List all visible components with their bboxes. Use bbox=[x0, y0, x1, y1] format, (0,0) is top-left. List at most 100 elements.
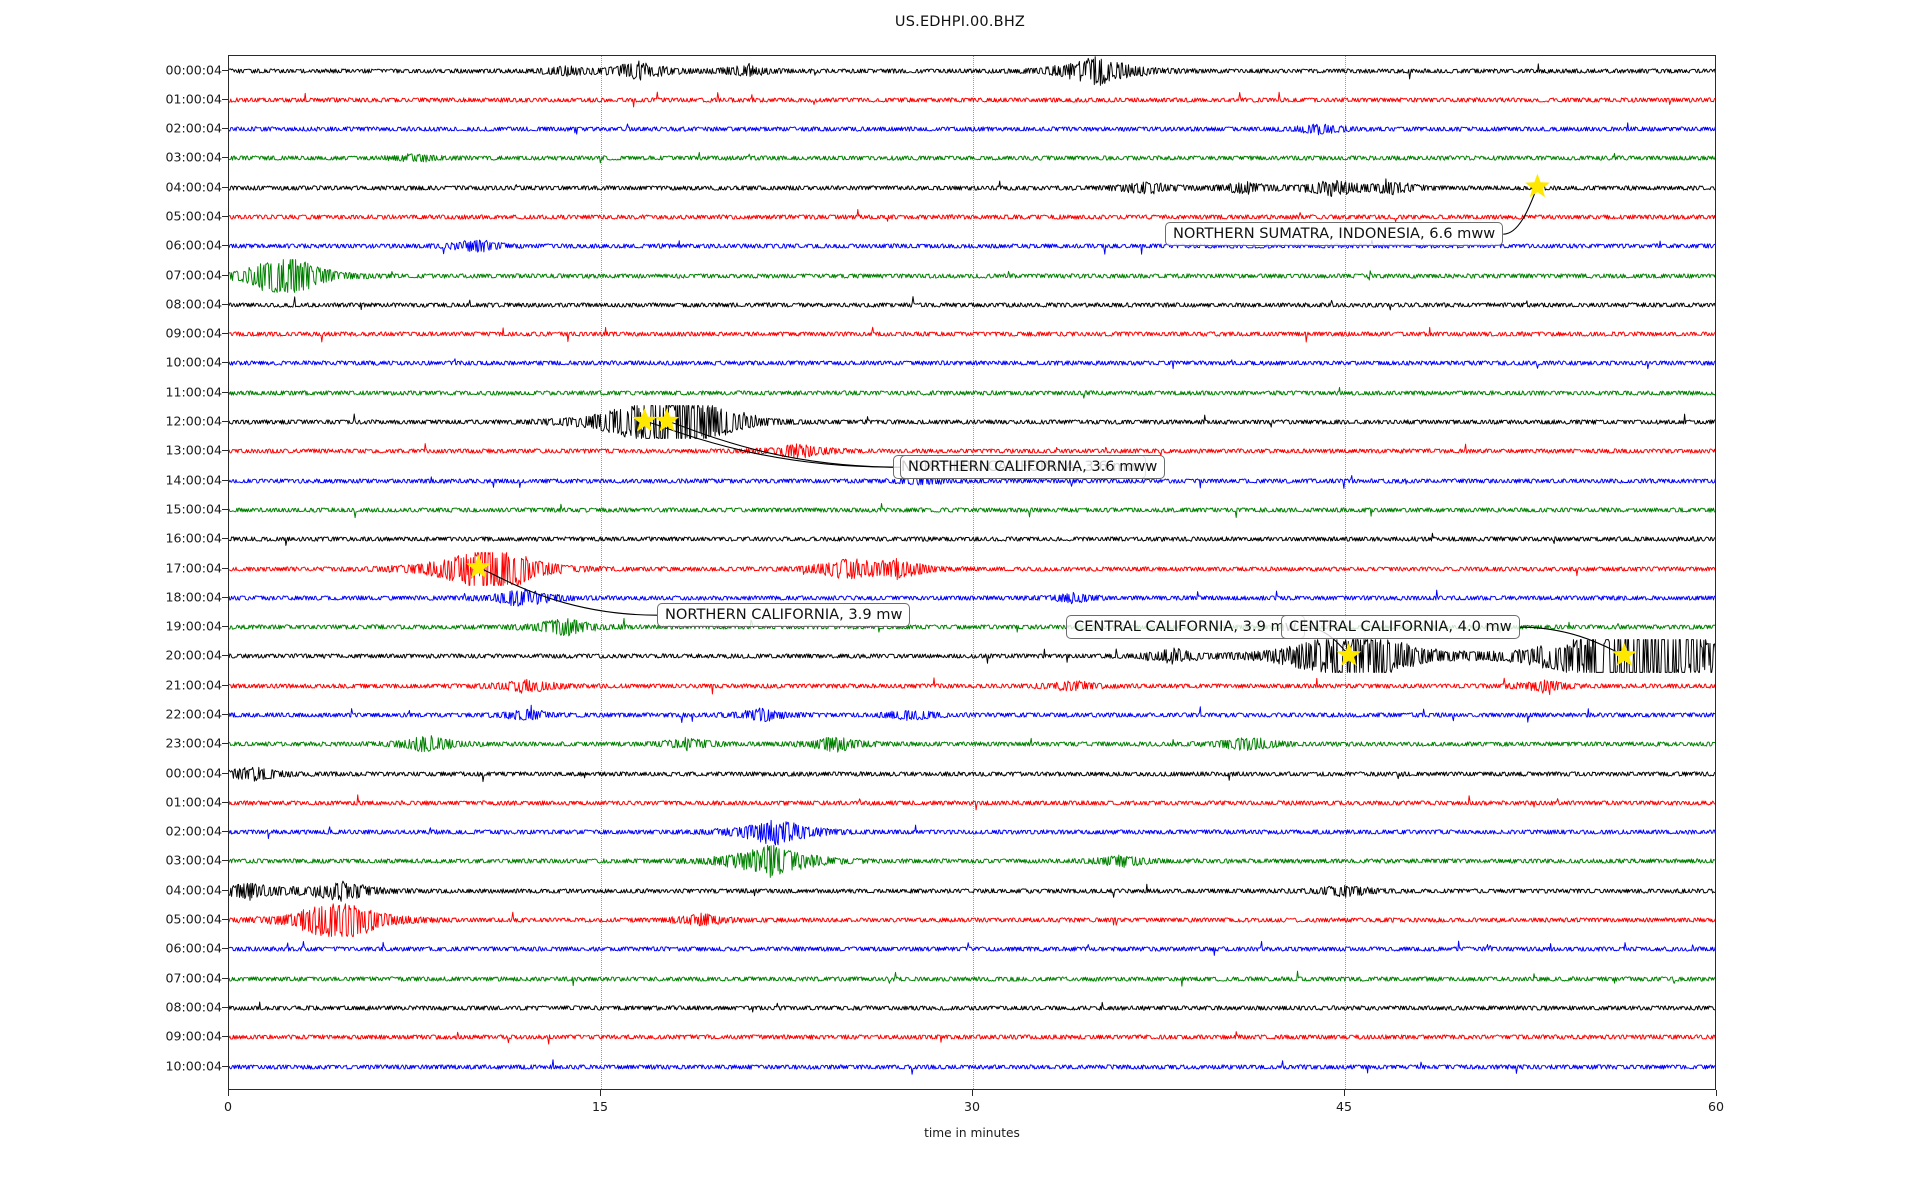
seismogram-trace[interactable] bbox=[229, 346, 1716, 380]
x-axis-tick-label: 45 bbox=[1335, 1099, 1353, 1114]
y-axis-tick-mark bbox=[222, 421, 228, 423]
seismogram-trace[interactable] bbox=[229, 698, 1716, 732]
y-axis-tick-label: 10:00:04 bbox=[165, 354, 222, 370]
y-axis-tick-mark bbox=[222, 567, 228, 569]
seismogram-trace[interactable] bbox=[229, 112, 1716, 146]
page-title: US.EDHPI.00.BHZ bbox=[894, 14, 1026, 30]
y-axis-tick-label: 00:00:04 bbox=[165, 765, 222, 781]
y-axis-tick-mark bbox=[222, 303, 228, 305]
x-axis: time in minutes 0 15 30 45 60 bbox=[224, 1090, 1724, 1150]
earthquake-annotation-label[interactable]: NORTHERN CALIFORNIA, 3.6 mww bbox=[900, 455, 1166, 480]
y-axis-tick-label: 03:00:04 bbox=[165, 852, 222, 868]
seismogram-trace[interactable] bbox=[229, 317, 1716, 351]
x-axis-tick-label: 0 bbox=[223, 1099, 233, 1114]
x-axis-title: time in minutes bbox=[924, 1126, 1020, 1140]
seismogram-trace[interactable] bbox=[229, 405, 1716, 439]
seismogram-trace[interactable] bbox=[229, 1050, 1716, 1084]
gridline-vertical bbox=[1345, 56, 1346, 1089]
y-axis-tick-label: 23:00:04 bbox=[165, 735, 222, 751]
seismogram-trace[interactable] bbox=[229, 991, 1716, 1025]
y-axis-tick-label: 05:00:04 bbox=[165, 911, 222, 927]
y-axis-tick-label: 08:00:04 bbox=[165, 999, 222, 1015]
y-axis-tick-label: 01:00:04 bbox=[165, 91, 222, 107]
y-axis-tick-mark bbox=[222, 801, 228, 803]
y-axis-tick-mark bbox=[222, 743, 228, 745]
seismogram-trace[interactable] bbox=[229, 932, 1716, 966]
seismogram-trace[interactable] bbox=[229, 141, 1716, 175]
seismogram-trace[interactable] bbox=[229, 786, 1716, 820]
y-axis-tick-label: 08:00:04 bbox=[165, 296, 222, 312]
y-axis-tick-mark bbox=[222, 186, 228, 188]
seismogram-trace[interactable] bbox=[229, 522, 1716, 556]
seismogram-trace[interactable] bbox=[229, 171, 1716, 205]
y-axis-labels: 00:00:04 01:00:04 02:00:04 03:00:04 04:00:04… bbox=[98, 55, 222, 1090]
seismogram-trace[interactable] bbox=[229, 288, 1716, 322]
seismogram-trace[interactable] bbox=[229, 493, 1716, 527]
y-axis-tick-label: 06:00:04 bbox=[165, 940, 222, 956]
seismogram-trace[interactable] bbox=[229, 376, 1716, 410]
seismogram-trace[interactable] bbox=[229, 259, 1716, 293]
x-axis-tick-label: 30 bbox=[963, 1099, 981, 1114]
x-axis-tick-label: 60 bbox=[1707, 1099, 1725, 1114]
seismogram-trace[interactable] bbox=[229, 874, 1716, 908]
y-axis-tick-label: 05:00:04 bbox=[165, 208, 222, 224]
x-axis-tick-mark bbox=[972, 1090, 973, 1096]
y-axis-tick-mark bbox=[222, 479, 228, 481]
y-axis-tick-label: 07:00:04 bbox=[165, 970, 222, 986]
y-axis-tick-label: 09:00:04 bbox=[165, 325, 222, 341]
y-axis-tick-mark bbox=[222, 889, 228, 891]
y-axis-tick-mark bbox=[222, 508, 228, 510]
seismogram-trace[interactable] bbox=[229, 639, 1716, 673]
seismogram-trace[interactable] bbox=[229, 464, 1716, 498]
y-axis-tick-label: 21:00:04 bbox=[165, 677, 222, 693]
helicorder-plot-area[interactable] bbox=[228, 55, 1716, 1090]
seismogram-trace[interactable] bbox=[229, 727, 1716, 761]
seismogram-trace[interactable] bbox=[229, 962, 1716, 996]
seismogram-trace[interactable] bbox=[229, 200, 1716, 234]
y-axis-tick-mark bbox=[222, 333, 228, 335]
y-axis-tick-mark bbox=[222, 362, 228, 364]
seismogram-trace[interactable] bbox=[229, 581, 1716, 615]
y-axis-tick-mark bbox=[222, 69, 228, 71]
seismogram-trace[interactable] bbox=[229, 1020, 1716, 1054]
y-axis-tick-label: 14:00:04 bbox=[165, 472, 222, 488]
y-axis-tick-mark bbox=[222, 684, 228, 686]
y-axis-tick-mark bbox=[222, 596, 228, 598]
earthquake-annotation-label[interactable]: CENTRAL CALIFORNIA, 4.0 mw bbox=[1281, 615, 1520, 640]
seismogram-trace[interactable] bbox=[229, 83, 1716, 117]
y-axis-tick-mark bbox=[222, 128, 228, 130]
y-axis-tick-mark bbox=[222, 831, 228, 833]
seismogram-trace[interactable] bbox=[229, 844, 1716, 878]
gridline-vertical bbox=[973, 56, 974, 1089]
y-axis-ticks bbox=[0, 55, 240, 1090]
y-axis-tick-label: 01:00:04 bbox=[165, 794, 222, 810]
y-axis-tick-label: 04:00:04 bbox=[165, 179, 222, 195]
seismogram-trace[interactable] bbox=[229, 55, 1716, 88]
earthquake-annotation-label[interactable]: NORTHERN SUMATRA, INDONESIA, 6.6 mww bbox=[1165, 222, 1504, 247]
y-axis-tick-label: 10:00:04 bbox=[165, 1058, 222, 1073]
y-axis-tick-label: 15:00:04 bbox=[165, 501, 222, 517]
y-axis-tick-label: 00:00:04 bbox=[165, 62, 222, 77]
earthquake-annotation-label[interactable]: CENTRAL CALIFORNIA, 3.9 mw bbox=[1066, 615, 1305, 640]
seismogram-trace[interactable] bbox=[229, 757, 1716, 791]
y-axis-tick-mark bbox=[222, 655, 228, 657]
y-axis-tick-mark bbox=[222, 215, 228, 217]
earthquake-annotation-label[interactable]: NORTHERN CALIFORNIA, 3.9 mw bbox=[657, 603, 911, 628]
seismogram-trace[interactable] bbox=[229, 669, 1716, 703]
seismogram-trace[interactable] bbox=[229, 815, 1716, 849]
y-axis-tick-label: 19:00:04 bbox=[165, 618, 222, 634]
y-axis-tick-label: 02:00:04 bbox=[165, 823, 222, 839]
y-axis-tick-mark bbox=[222, 274, 228, 276]
y-axis-tick-label: 09:00:04 bbox=[165, 1028, 222, 1044]
x-axis-tick-mark bbox=[1344, 1090, 1345, 1096]
y-axis-tick-mark bbox=[222, 860, 228, 862]
y-axis-tick-mark bbox=[222, 98, 228, 100]
seismogram-trace[interactable] bbox=[229, 434, 1716, 468]
y-axis-tick-mark bbox=[222, 1036, 228, 1038]
y-axis-tick-mark bbox=[222, 626, 228, 628]
y-axis-tick-mark bbox=[222, 919, 228, 921]
y-axis-tick-mark bbox=[222, 391, 228, 393]
seismogram-trace[interactable] bbox=[229, 903, 1716, 937]
seismogram-trace[interactable] bbox=[229, 229, 1716, 263]
y-axis-tick-mark bbox=[222, 450, 228, 452]
